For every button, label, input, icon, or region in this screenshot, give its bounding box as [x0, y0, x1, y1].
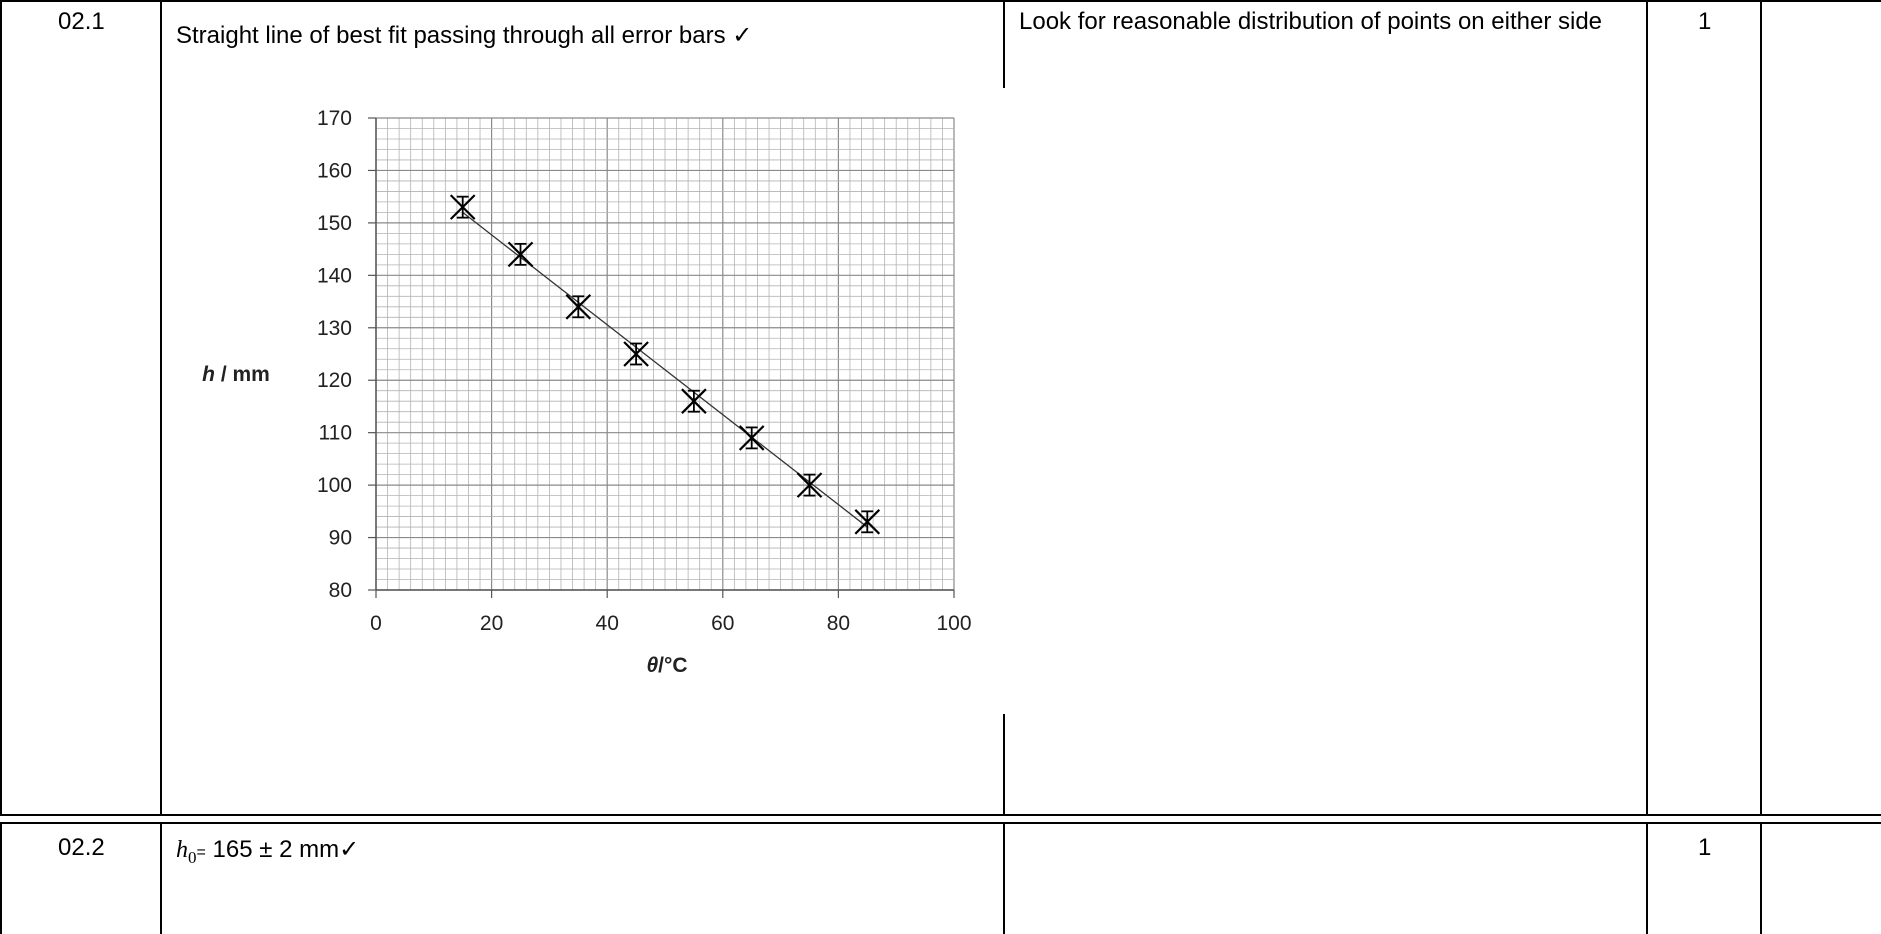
row1-left-border: [0, 0, 2, 816]
data-point: [796, 472, 823, 498]
y-tick-label: 90: [329, 527, 352, 550]
row2-top-border: [0, 822, 1881, 824]
answer-text: Straight line of best fit passing throug…: [176, 22, 753, 49]
point-cross-b: [623, 341, 649, 367]
equals-sign: =: [196, 844, 206, 861]
y-tick-label: 130: [317, 317, 352, 340]
x-tick-label: 40: [596, 612, 619, 635]
x-tick-label: 20: [480, 612, 503, 635]
x-tick-label: 100: [936, 612, 971, 635]
row2-divider-answer: [1003, 822, 1005, 934]
x-tick-label: 80: [827, 612, 850, 635]
x-tick-label: 60: [711, 612, 734, 635]
point-cross-b: [854, 509, 881, 535]
question-number-2: 02.2: [58, 834, 105, 861]
row1-divider-answer-top: [1003, 0, 1005, 88]
y-tick-label: 80: [329, 579, 352, 602]
guidance-text: Look for reasonable distribution of poin…: [1019, 8, 1603, 35]
data-point: [507, 241, 534, 268]
graph-h-vs-theta: 0 20 40 60 80 100 80 90 100 110 120 130 140 150 160 170…: [202, 107, 971, 677]
y-tick-label: 120: [317, 369, 352, 392]
marks-value-2: 1: [1698, 834, 1712, 861]
answer-value: 165 ± 2 mm✓: [205, 836, 360, 863]
data-point: [449, 194, 476, 220]
y-tick-label: 160: [317, 159, 352, 182]
row1-bottom-border: [0, 814, 1881, 816]
data-point: [681, 388, 707, 414]
point-cross-b: [565, 294, 592, 320]
point-cross-b: [507, 241, 534, 268]
y-tick-label: 100: [317, 474, 352, 497]
point-cross-b: [738, 425, 765, 451]
h-subscript: 0: [188, 847, 197, 867]
h-symbol: h: [176, 837, 188, 863]
marks-value: 1: [1698, 8, 1712, 35]
data-point: [854, 509, 881, 535]
question-number: 02.1: [58, 8, 105, 35]
row1-divider-question: [160, 0, 162, 816]
point-cross-b: [449, 194, 476, 220]
x-axis-label: θ/°C: [646, 654, 687, 677]
row2-divider-guidance: [1646, 822, 1648, 934]
y-tick-label: 150: [317, 212, 352, 235]
y-axis-label: h / mm: [202, 363, 270, 386]
row1-top-border: [0, 0, 1881, 2]
y-tick-label: 110: [319, 422, 352, 445]
y-tick-label: 140: [317, 264, 352, 287]
point-cross-b: [681, 388, 707, 414]
point-cross-b: [796, 472, 823, 498]
row1-divider-guidance: [1646, 0, 1648, 816]
row2-divider-marks: [1760, 822, 1762, 934]
row2-left-border: [0, 822, 2, 934]
data-point: [565, 294, 592, 320]
data-point: [623, 341, 649, 367]
row1-divider-marks: [1760, 0, 1762, 816]
data-point: [738, 425, 765, 451]
y-tick-label: 170: [317, 107, 352, 130]
row2-divider-question: [160, 822, 162, 934]
answer-text-2: h0= 165 ± 2 mm✓: [176, 836, 359, 872]
row1-divider-answer-bottom: [1003, 714, 1005, 816]
x-tick-label: 0: [370, 612, 382, 635]
